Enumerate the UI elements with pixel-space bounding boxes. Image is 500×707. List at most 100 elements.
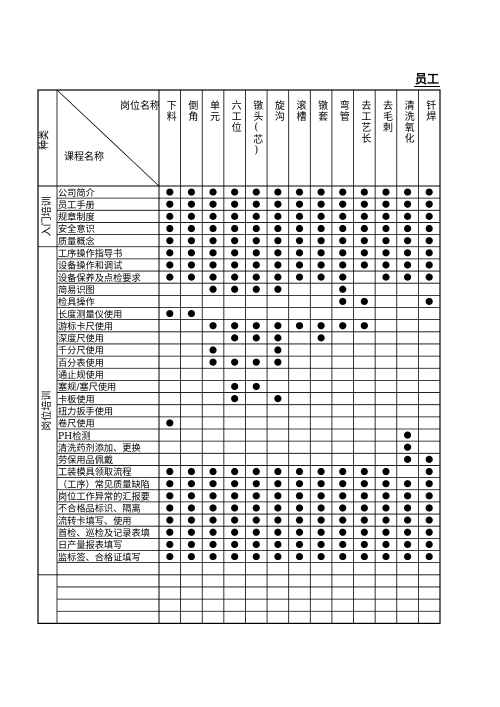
training-dot [252, 492, 260, 500]
training-dot [339, 224, 347, 233]
training-dot [360, 297, 368, 306]
position-name: 下料 [164, 100, 176, 122]
training-dot [166, 200, 174, 208]
training-dot [360, 322, 368, 330]
training-dot [252, 249, 260, 257]
course-name: 清洗药剂添加、更换 [58, 442, 141, 454]
training-dot [403, 249, 412, 257]
training-dot [360, 492, 368, 500]
training-dot [382, 212, 390, 220]
course-name: 质量概念 [58, 235, 95, 247]
training-dot [360, 552, 368, 561]
course-name: 不合格品标识、隔离 [58, 503, 141, 515]
training-dot [231, 224, 239, 233]
training-dot [187, 504, 196, 512]
training-dot [425, 492, 433, 500]
training-dot [317, 237, 325, 245]
training-dot [166, 467, 174, 476]
training-dot [187, 528, 196, 536]
training-dot [339, 528, 347, 536]
training-dot [339, 480, 347, 488]
training-dot [231, 237, 239, 245]
training-dot [425, 480, 433, 488]
training-dot [425, 540, 433, 549]
training-dot [274, 528, 282, 536]
training-dot [209, 467, 217, 476]
training-dot [382, 249, 390, 257]
training-dot [382, 492, 390, 500]
training-dot [166, 309, 174, 318]
training-dot [317, 261, 325, 269]
training-dot [274, 540, 282, 549]
training-dot [382, 540, 390, 549]
training-dot [166, 540, 174, 549]
training-dot [339, 273, 347, 281]
training-dot [252, 285, 260, 293]
training-dot [403, 200, 412, 208]
training-dot [339, 467, 347, 476]
training-dot [166, 480, 174, 488]
training-dot [317, 188, 325, 196]
course-name: 简易识图 [58, 284, 95, 296]
training-dot [360, 237, 368, 245]
position-name-header: 岗位名称 [120, 99, 160, 112]
training-dot [317, 516, 325, 524]
training-dot [209, 273, 217, 281]
training-dot [274, 492, 282, 500]
training-dot [403, 443, 412, 451]
training-dot [425, 200, 433, 208]
training-dot [274, 273, 282, 281]
training-dot [317, 212, 325, 220]
training-dot [360, 467, 368, 476]
course-name: 游标卡尺使用 [58, 320, 113, 332]
training-dot [231, 382, 239, 391]
training-dot [231, 492, 239, 500]
training-dot [403, 431, 412, 439]
training-dot [166, 528, 174, 536]
training-dot [317, 467, 325, 476]
training-dot [252, 224, 260, 233]
training-dot [252, 540, 260, 549]
training-dot [382, 261, 390, 269]
position-name: 镦头(芯) [251, 99, 263, 157]
training-dot [425, 249, 433, 257]
training-dot [295, 249, 304, 257]
training-dot [295, 322, 304, 330]
training-dot [209, 322, 217, 330]
training-dot [295, 188, 304, 196]
training-dot [231, 285, 239, 293]
training-dot [403, 552, 412, 561]
training-dot [252, 528, 260, 536]
training-dot [274, 224, 282, 233]
training-dot [209, 249, 217, 257]
training-dot [187, 212, 196, 220]
training-dot [209, 237, 217, 245]
training-dot [252, 212, 260, 220]
training-dot [187, 273, 196, 281]
training-dot [382, 516, 390, 524]
training-dot [209, 528, 217, 536]
training-dot [339, 200, 347, 208]
training-dot [209, 480, 217, 488]
course-name: 工装模具领取流程 [58, 466, 132, 478]
training-dot [231, 528, 239, 536]
training-dot [252, 480, 260, 488]
training-dot [425, 297, 433, 306]
training-dot [209, 200, 217, 208]
course-name: 检具操作 [58, 296, 95, 308]
course-name: 卷尺使用 [58, 418, 95, 430]
course-name: 员工手册 [58, 199, 95, 211]
training-dot [209, 492, 217, 500]
course-name: 扭力扳手使用 [58, 405, 113, 417]
training-dot [403, 273, 412, 281]
category-label: 岗位培训 [40, 391, 53, 431]
training-dot [295, 552, 304, 561]
position-name: 镦套 [316, 99, 328, 122]
training-dot [166, 261, 174, 269]
training-dot [274, 358, 282, 366]
training-dot [295, 492, 304, 500]
training-dot [187, 188, 196, 196]
training-dot [187, 492, 196, 500]
training-dot [403, 540, 412, 549]
training-dot [166, 249, 174, 257]
